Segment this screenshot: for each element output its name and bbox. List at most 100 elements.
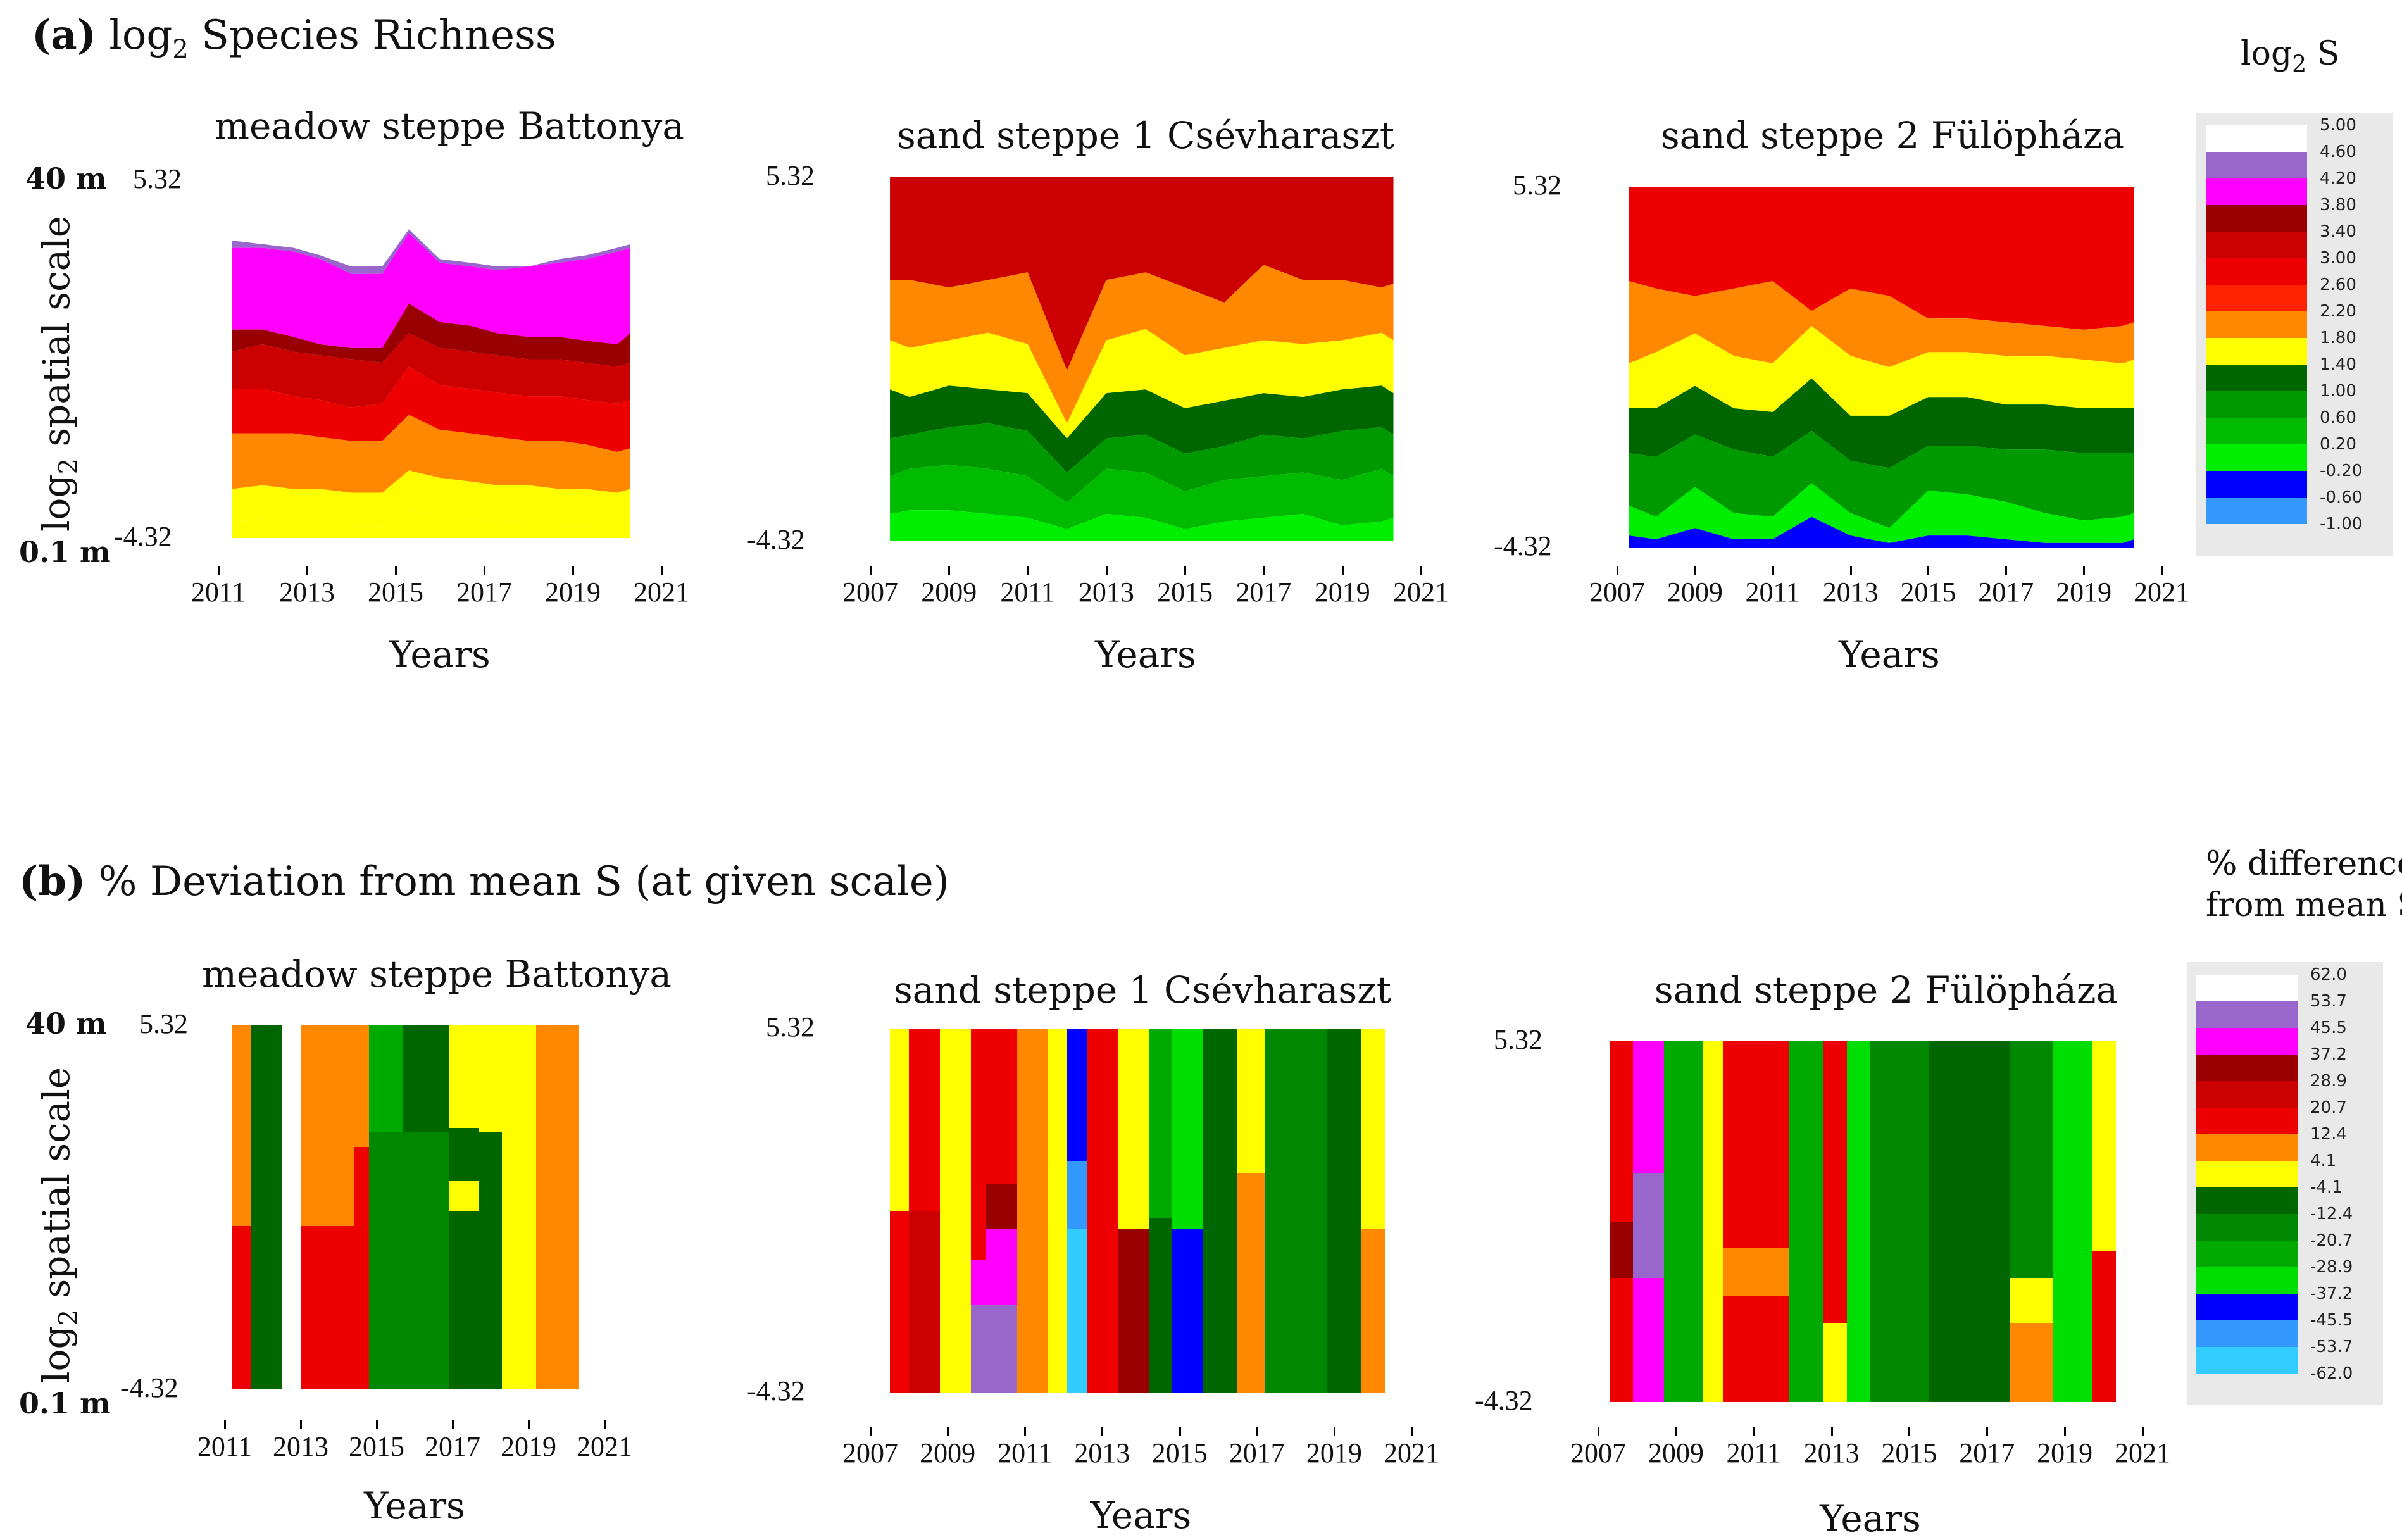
y-tick-top: 5.32	[139, 1008, 188, 1039]
heatmap-cell	[2092, 1251, 2116, 1402]
contour-band-2	[232, 233, 630, 348]
y-tick-bottom: -4.32	[1494, 530, 1552, 561]
heatmap-cell	[1067, 1161, 1087, 1230]
contour-band-8	[232, 511, 630, 538]
x-tick-label: 2009	[1648, 1437, 1704, 1468]
x-tick-mark	[2083, 566, 2086, 575]
heatmap-cell	[1172, 1029, 1204, 1230]
heatmap-cell	[909, 1210, 941, 1393]
legend-level-label: 2.60	[2320, 275, 2356, 294]
heatmap-plot-2	[870, 177, 1421, 541]
x-axis-label: Years	[1839, 633, 1940, 676]
legend-swatch	[2196, 1055, 2298, 1081]
legend-level-label: 20.7	[2310, 1098, 2347, 1117]
x-tick-mark	[661, 566, 663, 575]
legend-a-title: log2 S	[2241, 35, 2340, 78]
heatmap-cell	[1237, 1029, 1265, 1174]
legend-swatch	[2196, 1320, 2298, 1347]
heatmap-cell	[1203, 1029, 1239, 1393]
legend-swatch	[2196, 1294, 2298, 1320]
legend-swatch	[2206, 444, 2307, 471]
heatmap-cell	[1789, 1041, 1825, 1402]
x-tick-mark	[1333, 1427, 1335, 1436]
contour-band-5	[232, 366, 630, 453]
contour-band-1	[1629, 187, 2134, 330]
contour-band-7	[1629, 516, 2134, 548]
x-tick-label: 2015	[368, 577, 423, 608]
x-tick-label: 2021	[2134, 577, 2189, 608]
scale-label-bottom: 0.1 m	[19, 1386, 111, 1420]
panel-title-6: sand steppe 2 Fülöpháza	[1654, 968, 2118, 1011]
x-tick-mark	[218, 566, 220, 575]
contour-band-6	[232, 415, 630, 493]
x-tick-label: 2009	[921, 577, 977, 608]
x-tick-mark	[376, 1420, 378, 1429]
x-tick-mark	[604, 1420, 606, 1429]
heatmap-cell	[403, 1025, 449, 1133]
legend-swatch	[2196, 975, 2298, 1001]
x-tick-mark	[1420, 566, 1422, 575]
x-tick-label: 2011	[197, 1431, 253, 1462]
panel-title-4: meadow steppe Battonya	[202, 953, 672, 996]
legend-level-label: 5.00	[2320, 116, 2356, 135]
heatmap-cell	[369, 1025, 404, 1133]
heatmap-plot-3	[1617, 187, 2161, 548]
x-tick-mark	[1598, 1427, 1599, 1436]
legend-level-label: -45.5	[2310, 1311, 2353, 1330]
x-tick-mark	[870, 566, 872, 575]
legend-swatch	[2206, 311, 2307, 338]
x-tick-label: 2019	[2037, 1437, 2093, 1468]
legend-level-label: -20.7	[2310, 1231, 2353, 1250]
heatmap-cell	[1067, 1029, 1087, 1162]
x-tick-label: 2007	[842, 577, 898, 608]
panel-title-5: sand steppe 1 Csévharaszt	[893, 968, 1392, 1011]
heatmap-cell	[1067, 1229, 1087, 1393]
x-tick-label: 2007	[842, 1437, 898, 1468]
legend-level-label: 3.80	[2320, 196, 2356, 215]
x-tick-label: 2007	[1570, 1437, 1626, 1468]
x-tick-label: 2015	[1151, 1437, 1208, 1468]
x-tick-label: 2013	[1074, 1437, 1130, 1468]
heatmap-cell	[1703, 1041, 1723, 1402]
heatmap-cell	[282, 1025, 301, 1389]
heatmap-cell	[1117, 1029, 1149, 1230]
heatmap-cell	[986, 1029, 1018, 1185]
x-tick-mark	[1675, 1427, 1677, 1436]
heatmap-cell	[301, 1025, 354, 1227]
x-tick-mark	[1341, 566, 1344, 575]
x-tick-label: 2015	[1881, 1437, 1937, 1468]
section-b-title: (b) % Deviation from mean S (at given sc…	[19, 858, 949, 905]
heatmap-cell	[354, 1147, 370, 1389]
x-tick-label: 2017	[1978, 577, 2034, 608]
x-tick-mark	[1263, 566, 1265, 575]
heatmap-cell	[449, 1211, 480, 1389]
contour-band-6	[1629, 483, 2134, 543]
scale-label-top: 40 m	[25, 161, 107, 196]
heatmap-cell	[889, 1210, 910, 1393]
x-tick-mark	[948, 566, 951, 575]
legend-level-label: 37.2	[2310, 1045, 2347, 1064]
legend-level-label: 62.0	[2310, 965, 2347, 984]
heatmap-cell	[909, 1029, 941, 1211]
x-tick-mark	[1411, 1427, 1413, 1436]
legend-swatch	[2206, 391, 2307, 418]
contour-band-3	[232, 303, 630, 367]
heatmap-cell	[986, 1305, 1018, 1393]
y-tick-top: 5.32	[133, 163, 182, 194]
y-tick-bottom: -4.32	[114, 521, 172, 552]
legend-swatch	[2206, 471, 2307, 498]
x-tick-mark	[1849, 566, 1852, 575]
x-tick-mark	[1179, 1427, 1181, 1436]
legend-swatch	[2206, 178, 2307, 205]
legend-level-label: 4.60	[2320, 142, 2356, 161]
legend-swatch	[2206, 125, 2307, 152]
x-tick-label: 2011	[191, 577, 246, 608]
panel-title-2: sand steppe 1 Csévharaszt	[896, 114, 1395, 157]
legend-swatch	[2206, 232, 2307, 258]
x-tick-mark	[1986, 1427, 1989, 1436]
x-tick-label: 2009	[1667, 577, 1723, 608]
heatmap-cell	[970, 1260, 987, 1306]
x-tick-label: 2017	[1235, 577, 1292, 608]
y-tick-bottom: -4.32	[1475, 1385, 1533, 1416]
heatmap-cell	[536, 1025, 579, 1389]
